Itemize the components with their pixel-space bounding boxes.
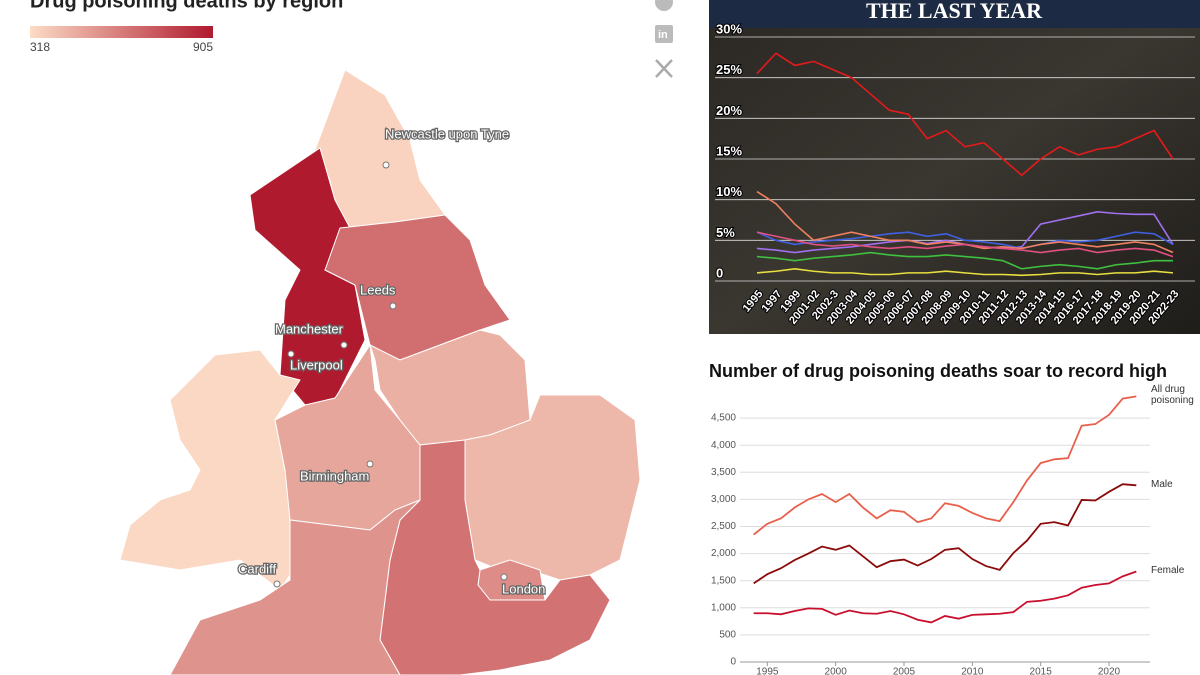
y-tick-label: 2,500 [711, 521, 736, 532]
chart-title: THE LAST YEAR [866, 0, 1043, 23]
series-line [756, 52, 1174, 177]
photo-background [709, 0, 1200, 334]
x-tick-label: 2015 [1030, 667, 1053, 675]
city-label: London [502, 581, 545, 596]
y-tick-label: 2,000 [711, 548, 736, 559]
chart-title: Number of drug poisoning deaths soar to … [709, 361, 1167, 381]
series-line [753, 570, 1137, 624]
x-tick-label: 2010 [961, 667, 984, 675]
linkedin-icon[interactable] [655, 25, 673, 43]
city-label: Newcastle upon Tyne [385, 126, 509, 141]
series-line [756, 251, 1173, 270]
facebook-icon[interactable] [655, 0, 673, 11]
series-label: Male [1151, 479, 1173, 491]
y-tick-label: 4,500 [711, 413, 736, 424]
linkedin-glyph: in [658, 29, 668, 41]
city-label: Manchester [275, 321, 344, 336]
y-tick-label: 20% [716, 103, 742, 118]
y-tick-label: 500 [719, 630, 736, 641]
series-line [753, 483, 1137, 585]
x-tick-label: 2005 [893, 667, 916, 675]
city-dot [273, 580, 281, 588]
series-label: Female [1151, 565, 1185, 577]
region [169, 499, 421, 675]
y-tick-label: 4,000 [711, 440, 736, 451]
y-tick-label: 0 [730, 657, 736, 668]
series-line [753, 395, 1137, 536]
y-tick-label: 1,500 [711, 575, 736, 586]
series-label: All drug poisoning [1151, 384, 1194, 407]
city-dot [340, 341, 348, 349]
y-tick-label: 25% [716, 62, 742, 77]
city-label: Liverpool [290, 357, 343, 372]
y-tick-label: 1,000 [711, 602, 736, 613]
x-tick-label: 2020 [1098, 667, 1121, 675]
color-scale [30, 26, 213, 38]
city-label: Leeds [360, 282, 396, 297]
region [464, 394, 641, 581]
series-line [756, 231, 1174, 258]
scale-min: 318 [30, 40, 50, 54]
city-dot [389, 302, 397, 310]
y-tick-label: 3,000 [711, 494, 736, 505]
x-tick-label: 2000 [825, 667, 848, 675]
x-tick-label: 1995 [756, 667, 779, 675]
scale-max: 905 [193, 40, 213, 54]
x-icon[interactable] [655, 59, 673, 78]
y-tick-label: 15% [716, 143, 742, 158]
series-line [756, 231, 1174, 250]
y-tick-label: 3,500 [711, 467, 736, 478]
city-dot [382, 161, 390, 169]
city-dot [500, 573, 508, 581]
title-bar [709, 0, 1200, 28]
share-icons: in [655, 0, 673, 78]
region [249, 147, 366, 406]
city-dot [287, 350, 295, 358]
y-tick-label: 5% [716, 225, 735, 240]
map-title: Drug poisoning deaths by region [30, 0, 343, 12]
y-tick-label: 0 [716, 265, 723, 280]
city-label: Birmingham [300, 468, 369, 483]
series-line [756, 267, 1174, 277]
y-tick-label: 10% [716, 184, 742, 199]
city-dot [366, 460, 374, 468]
y-tick-label: 30% [716, 21, 742, 36]
city-label: Cardiff [238, 561, 276, 576]
region [119, 349, 311, 591]
